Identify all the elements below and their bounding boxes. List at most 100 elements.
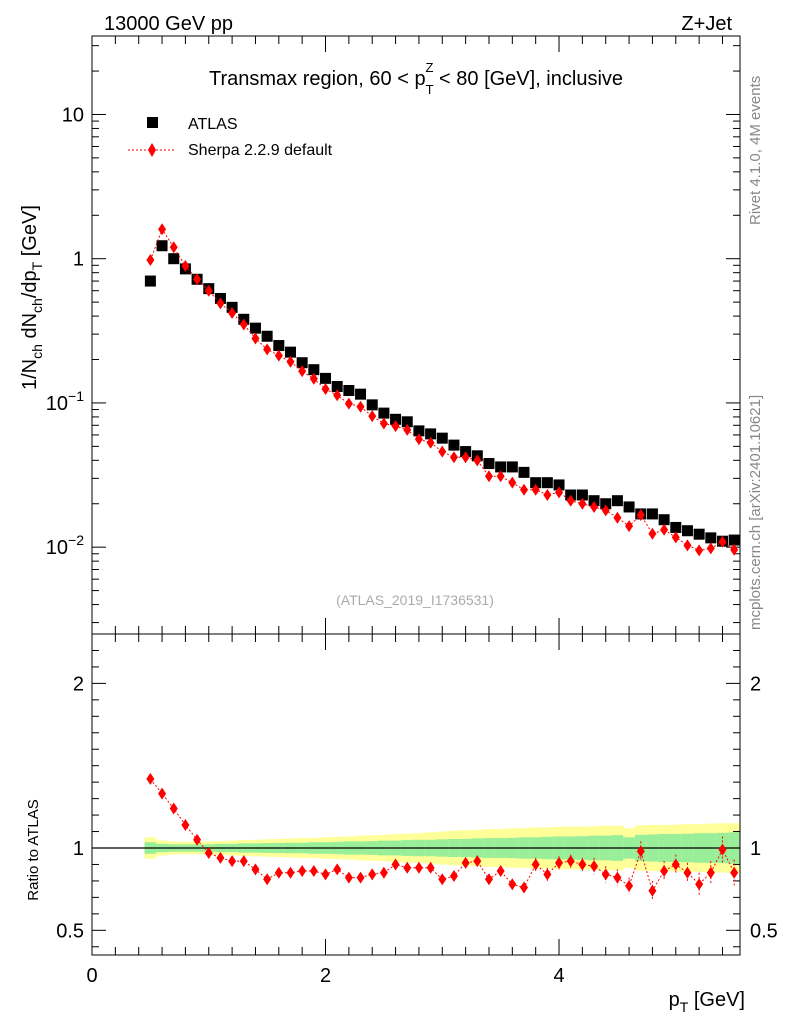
y-tick-label: 10−1 xyxy=(46,388,84,415)
sherpa-point xyxy=(590,500,599,513)
ratio-plot-frame xyxy=(91,633,741,956)
sherpa-point xyxy=(613,511,622,524)
main-ylabel: 1/Nch dNch/dpT [GeV] xyxy=(19,205,45,390)
y-tick-label: 10 xyxy=(62,104,84,126)
process-label: Z+Jet xyxy=(681,13,732,35)
ratio-point xyxy=(251,863,260,876)
ratio-point xyxy=(403,861,412,874)
ratio-ylabel: Ratio to ATLAS xyxy=(25,799,42,900)
ratio-series xyxy=(146,772,739,901)
sherpa-point xyxy=(158,223,167,236)
sherpa-point xyxy=(695,544,704,557)
ratio-point xyxy=(555,856,564,869)
ratio-point xyxy=(730,866,739,879)
atlas-point xyxy=(728,534,740,546)
y-tick-label: 10−2 xyxy=(46,532,84,559)
atlas-point xyxy=(156,240,168,252)
ratio-point xyxy=(601,868,610,881)
ratio-point xyxy=(298,865,307,878)
ratio-y-tick-label-right: 2 xyxy=(750,673,761,695)
ratio-point xyxy=(333,863,342,876)
atlas-point xyxy=(600,498,612,510)
ratio-point xyxy=(426,861,435,874)
ratio-y-tick-label: 0.5 xyxy=(56,920,84,942)
ratio-point xyxy=(414,861,423,874)
atlas-point xyxy=(541,477,553,489)
atlas-point xyxy=(261,330,273,342)
sherpa-point xyxy=(309,372,318,385)
atlas-point xyxy=(553,479,565,491)
ratio-y-tick-label: 1 xyxy=(73,838,84,860)
ratio-point xyxy=(321,868,330,881)
atlas-point xyxy=(681,525,693,537)
atlas-point xyxy=(436,432,448,444)
mcplots-label: mcplots.cern.ch [arXiv:2401.10621] xyxy=(747,395,764,630)
sherpa-point xyxy=(648,527,657,540)
sherpa-point xyxy=(181,260,190,273)
ratio-point xyxy=(368,868,377,881)
ratio-point xyxy=(613,871,622,884)
legend: ATLAS Sherpa 2.2.9 default xyxy=(128,116,333,159)
ratio-xlabel: pT [GeV] xyxy=(669,989,745,1015)
sherpa-point xyxy=(601,504,610,517)
sherpa-point xyxy=(683,539,692,552)
ratio-point xyxy=(274,866,283,879)
ratio-ticks: 0.5 0.5 1 1 2 2 0 2 4 xyxy=(56,634,778,987)
ratio-point xyxy=(636,845,645,858)
ratio-point xyxy=(449,869,458,882)
atlas-point xyxy=(448,439,460,451)
ratio-point xyxy=(461,856,470,869)
sherpa-point xyxy=(379,417,388,430)
sherpa-point xyxy=(508,476,517,489)
ratio-y-tick-label: 2 xyxy=(73,673,84,695)
sherpa-point xyxy=(216,297,225,310)
legend-atlas-label: ATLAS xyxy=(188,116,238,133)
ratio-point xyxy=(309,865,318,878)
atlas-point xyxy=(425,428,437,440)
sherpa-point xyxy=(438,445,447,458)
atlas-point xyxy=(320,372,332,384)
ratio-point xyxy=(660,865,669,878)
ratio-point xyxy=(496,865,505,878)
sherpa-point xyxy=(356,400,365,413)
ratio-point xyxy=(671,858,680,871)
atlas-point xyxy=(646,508,658,520)
sherpa-point xyxy=(239,318,248,331)
ratio-point xyxy=(391,858,400,871)
sherpa-point xyxy=(391,420,400,433)
atlas-point xyxy=(296,357,308,369)
ratio-point xyxy=(158,787,167,800)
sherpa-point xyxy=(718,535,727,548)
ratio-point xyxy=(508,878,517,891)
atlas-point xyxy=(658,514,670,526)
ratio-point xyxy=(356,871,365,884)
ratio-point xyxy=(216,851,225,864)
ratio-point xyxy=(625,879,634,892)
main-ticks: 10−2 10−1 1 10 xyxy=(46,36,740,634)
sherpa-point xyxy=(449,451,458,464)
ratio-point xyxy=(193,833,202,846)
atlas-point xyxy=(623,501,635,513)
atlas-point xyxy=(168,253,180,265)
ratio-point xyxy=(695,878,704,891)
sherpa-point xyxy=(333,389,342,402)
sherpa-point xyxy=(368,410,377,423)
analysis-watermark: (ATLAS_2019_I1736531) xyxy=(336,592,494,608)
sherpa-point xyxy=(473,454,482,467)
sherpa-point xyxy=(403,423,412,436)
y-tick-label: 1 xyxy=(73,249,84,271)
atlas-point xyxy=(249,322,261,334)
legend-sherpa-marker xyxy=(148,143,156,157)
sherpa-point xyxy=(286,355,295,368)
ratio-point xyxy=(648,884,657,897)
atlas-point xyxy=(506,461,518,473)
atlas-point xyxy=(308,364,320,376)
ratio-point xyxy=(239,855,248,868)
ratio-y-tick-label-right: 0.5 xyxy=(750,920,778,942)
ratio-point xyxy=(683,866,692,879)
sherpa-point xyxy=(251,332,260,345)
rivet-version-label: Rivet 4.1.0, 4M events xyxy=(747,76,764,225)
energy-label: 13000 GeV pp xyxy=(104,13,233,35)
sherpa-point xyxy=(146,253,155,266)
